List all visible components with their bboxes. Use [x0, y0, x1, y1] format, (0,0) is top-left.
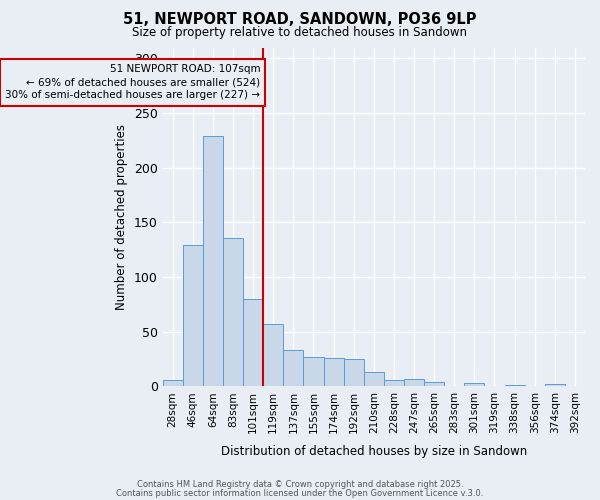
Text: 51 NEWPORT ROAD: 107sqm
← 69% of detached houses are smaller (524)
30% of semi-d: 51 NEWPORT ROAD: 107sqm ← 69% of detache…	[5, 64, 260, 100]
Y-axis label: Number of detached properties: Number of detached properties	[115, 124, 128, 310]
Bar	[344, 359, 364, 386]
Bar	[183, 246, 203, 386]
Bar	[323, 358, 344, 386]
Bar	[464, 383, 484, 386]
Bar	[263, 324, 283, 386]
Bar	[404, 379, 424, 386]
Bar	[364, 372, 384, 386]
X-axis label: Distribution of detached houses by size in Sandown: Distribution of detached houses by size …	[221, 444, 527, 458]
Bar	[384, 380, 404, 386]
Bar	[223, 238, 243, 386]
Text: Contains HM Land Registry data © Crown copyright and database right 2025.: Contains HM Land Registry data © Crown c…	[137, 480, 463, 489]
Bar	[304, 357, 323, 386]
Bar	[243, 299, 263, 386]
Bar	[163, 380, 183, 386]
Bar	[283, 350, 304, 386]
Text: 51, NEWPORT ROAD, SANDOWN, PO36 9LP: 51, NEWPORT ROAD, SANDOWN, PO36 9LP	[123, 12, 477, 28]
Bar	[545, 384, 565, 386]
Bar	[424, 382, 444, 386]
Text: Contains public sector information licensed under the Open Government Licence v.: Contains public sector information licen…	[116, 488, 484, 498]
Bar	[203, 136, 223, 386]
Text: Size of property relative to detached houses in Sandown: Size of property relative to detached ho…	[133, 26, 467, 39]
